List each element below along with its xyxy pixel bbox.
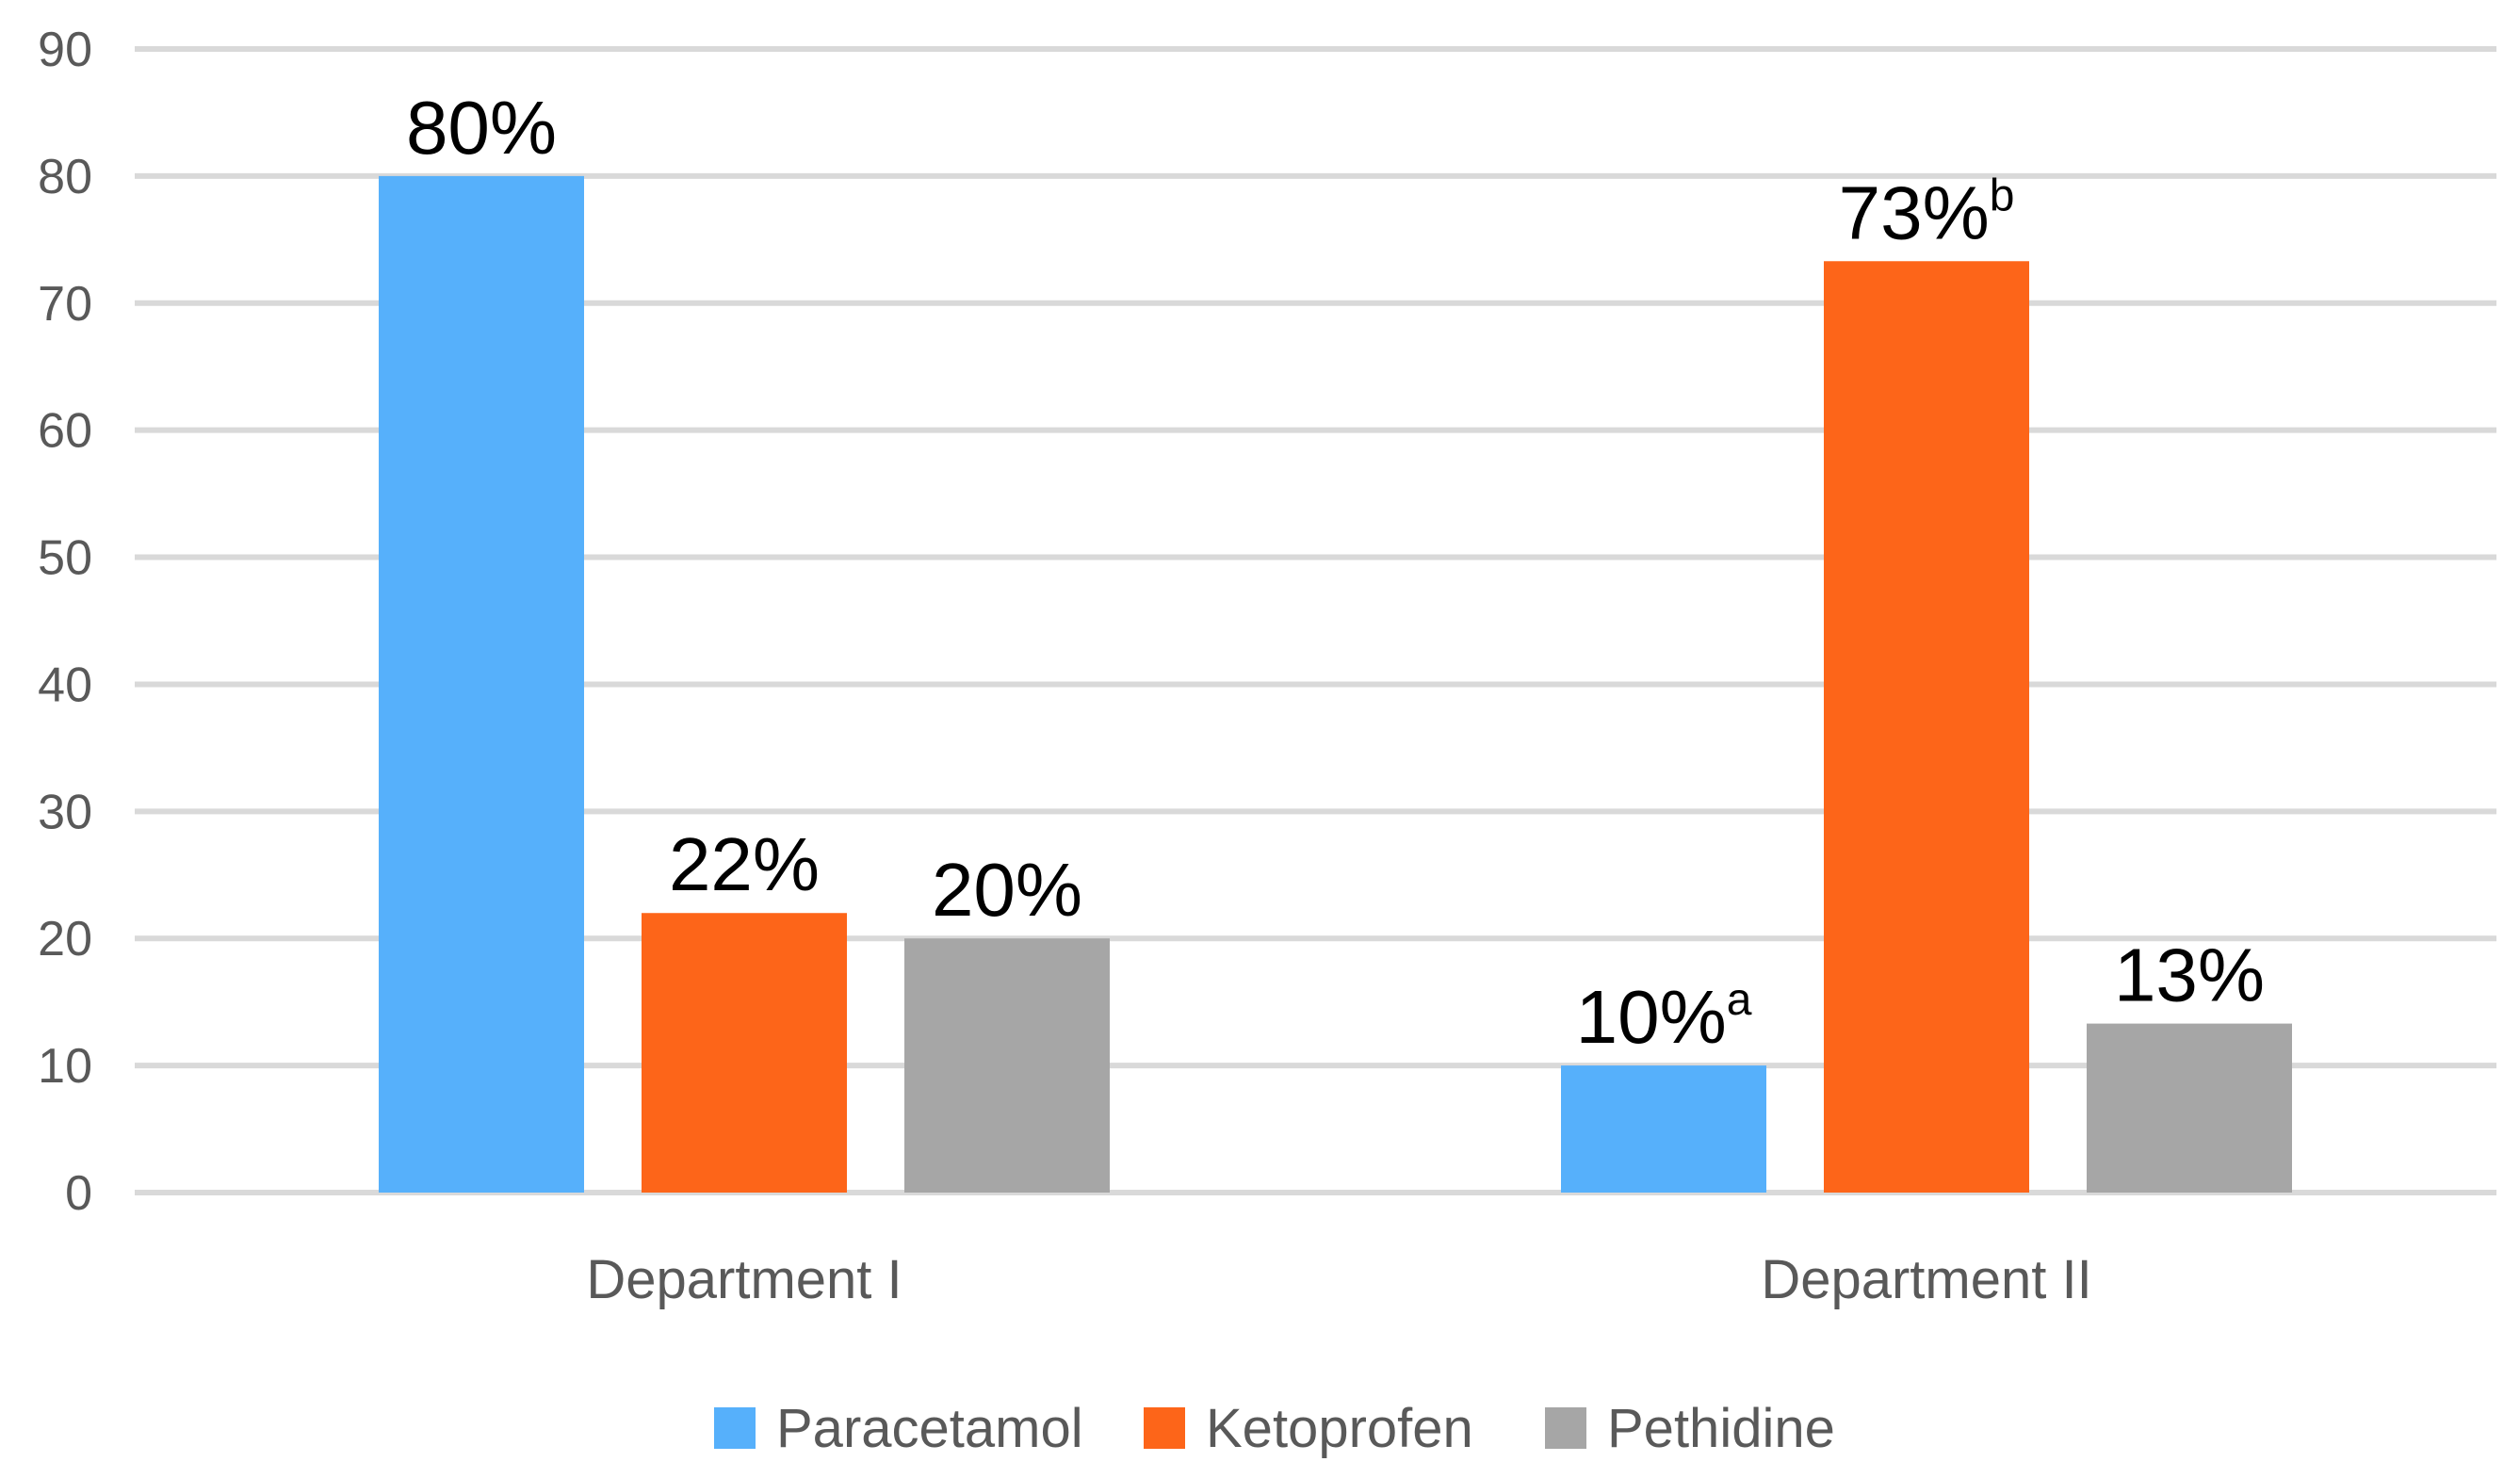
data-label-superscript: b [1990, 171, 2015, 220]
bar-pethidine-1 [904, 938, 1110, 1193]
bar-ketoprofen-2 [1824, 261, 2029, 1194]
y-tick-label: 50 [38, 531, 92, 586]
x-category-label: Department II [1761, 1249, 2091, 1310]
legend-label-ketoprofen: Ketoprofen [1206, 1398, 1473, 1459]
y-tick-label: 90 [38, 23, 92, 77]
y-axis-ticks: 0 10 20 30 40 50 60 70 80 90 [38, 23, 92, 1221]
bar-paracetamol-1 [379, 175, 584, 1193]
data-label: 10%a [1576, 975, 1752, 1059]
bars [379, 175, 2292, 1194]
y-tick-label: 80 [38, 150, 92, 204]
legend-label-pethidine: Pethidine [1607, 1398, 1835, 1459]
y-tick-label: 20 [38, 912, 92, 966]
bar-pethidine-2 [2087, 1023, 2292, 1193]
y-tick-label: 10 [38, 1039, 92, 1094]
bar-ketoprofen-1 [642, 913, 847, 1193]
legend-swatch-ketoprofen [1144, 1407, 1185, 1449]
y-tick-label: 70 [38, 277, 92, 332]
data-label-superscript: a [1727, 975, 1752, 1025]
x-category-label: Department I [586, 1249, 902, 1310]
y-tick-label: 0 [65, 1166, 92, 1221]
y-tick-label: 30 [38, 785, 92, 839]
data-label: 80% [406, 86, 557, 170]
data-label: 13% [2114, 934, 2265, 1017]
legend-swatch-paracetamol [714, 1407, 756, 1449]
data-labels: 80% 22% 20% 10%a 73%b 13% [406, 86, 2265, 1059]
y-tick-label: 60 [38, 404, 92, 459]
legend: Paracetamol Ketoprofen Pethidine [714, 1398, 1835, 1459]
y-tick-label: 40 [38, 658, 92, 712]
data-label: 73%b [1839, 171, 2015, 254]
data-label: 22% [669, 822, 820, 906]
bar-paracetamol-2 [1561, 1065, 1766, 1193]
x-axis-categories: Department I Department II [586, 1249, 2091, 1310]
legend-label-paracetamol: Paracetamol [776, 1398, 1083, 1459]
data-label: 20% [932, 848, 1082, 932]
legend-swatch-pethidine [1545, 1407, 1586, 1449]
